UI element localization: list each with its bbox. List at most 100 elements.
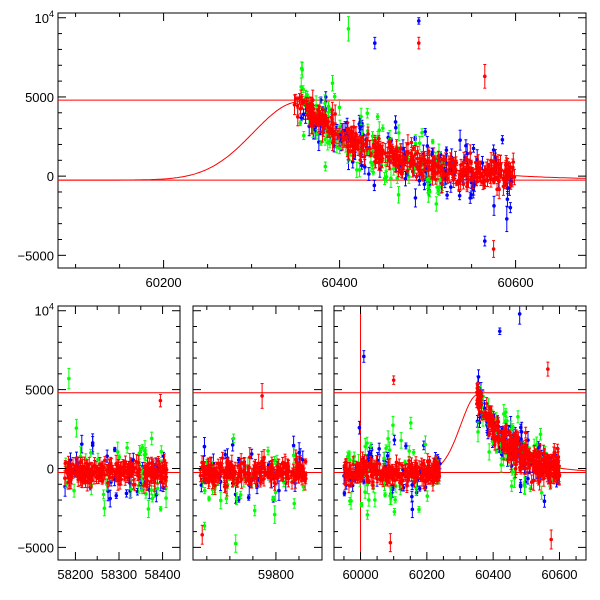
data-point xyxy=(495,187,499,192)
data-point-group xyxy=(404,142,409,162)
data-point xyxy=(362,165,367,169)
data-point xyxy=(118,482,122,486)
data-point xyxy=(149,461,154,466)
data-point xyxy=(465,180,469,185)
data-point xyxy=(130,465,135,470)
data-point xyxy=(387,151,391,155)
data-point-group xyxy=(417,175,422,186)
data-point xyxy=(391,150,395,155)
data-point xyxy=(415,156,420,161)
data-point-group xyxy=(398,149,402,164)
data-point xyxy=(315,132,319,137)
data-point xyxy=(298,121,303,126)
data-point-group xyxy=(326,125,330,138)
data-point xyxy=(293,97,298,101)
data-point-group xyxy=(492,159,497,168)
data-point xyxy=(312,113,316,117)
data-point-group xyxy=(359,135,364,141)
data-point-group xyxy=(497,159,501,178)
data-point-group xyxy=(468,192,473,204)
data-point-group xyxy=(92,457,97,477)
outlier-point xyxy=(505,205,509,233)
data-point-group xyxy=(381,141,385,160)
data-point-group xyxy=(300,62,305,78)
data-point-group xyxy=(333,104,337,124)
data-point-group xyxy=(474,168,479,187)
outlier-point xyxy=(346,16,351,42)
data-point xyxy=(162,458,167,463)
data-point-group xyxy=(323,132,327,146)
data-point-group xyxy=(149,431,154,446)
data-point xyxy=(421,157,426,162)
data-point xyxy=(436,157,441,162)
data-point-group xyxy=(340,130,345,151)
data-point-group xyxy=(311,117,315,127)
data-point xyxy=(105,468,110,473)
data-point xyxy=(483,74,487,79)
data-point-group xyxy=(130,464,135,472)
data-point-group xyxy=(356,135,361,148)
data-point xyxy=(314,120,319,125)
data-point xyxy=(482,183,487,188)
data-point-group xyxy=(293,93,298,105)
data-point xyxy=(314,103,318,108)
data-point xyxy=(330,81,335,85)
data-point-group xyxy=(295,96,300,116)
data-point xyxy=(508,184,513,188)
data-point xyxy=(381,126,385,130)
data-point-group xyxy=(305,109,310,121)
data-point xyxy=(358,158,363,162)
data-point-group xyxy=(482,182,487,190)
data-point xyxy=(393,163,398,167)
data-point xyxy=(471,176,475,181)
data-point-group xyxy=(444,146,449,154)
x-tick-label: 60200 xyxy=(146,275,182,290)
data-point xyxy=(480,161,485,165)
data-point-group xyxy=(315,129,319,140)
data-point-group xyxy=(63,470,67,487)
data-point-group xyxy=(335,130,340,140)
data-point-group xyxy=(442,156,446,163)
data-point xyxy=(465,165,470,169)
data-point xyxy=(409,157,414,161)
data-point-group xyxy=(453,150,458,172)
data-point xyxy=(408,164,413,169)
data-point-group xyxy=(480,169,485,182)
data-point-group xyxy=(413,188,418,208)
data-point xyxy=(436,188,441,193)
data-point-group xyxy=(106,478,110,488)
data-point-group xyxy=(149,485,154,495)
data-point xyxy=(504,162,508,167)
data-point xyxy=(373,41,377,45)
data-point-group xyxy=(121,459,125,477)
data-point xyxy=(505,217,509,221)
data-point-group xyxy=(477,174,482,181)
data-point-group xyxy=(90,433,95,453)
data-point xyxy=(402,161,407,165)
data-point xyxy=(127,468,132,472)
data-point xyxy=(458,138,462,142)
data-point-group xyxy=(487,169,492,181)
data-point-group xyxy=(371,169,375,176)
data-point xyxy=(417,169,422,174)
data-point xyxy=(505,197,510,202)
data-point-group xyxy=(427,186,432,198)
data-point-group xyxy=(423,128,428,136)
data-point xyxy=(497,166,501,170)
data-point-group xyxy=(389,168,393,188)
data-point-group xyxy=(146,500,151,519)
data-point xyxy=(405,160,410,165)
data-point-group xyxy=(458,171,463,191)
data-point-group xyxy=(495,183,499,196)
data-point xyxy=(150,496,155,501)
data-point-group xyxy=(364,138,369,146)
data-point xyxy=(508,165,513,169)
data-point-group xyxy=(116,476,121,485)
data-point-group xyxy=(105,465,110,476)
data-point xyxy=(338,124,342,129)
data-point-group xyxy=(471,168,475,190)
data-point xyxy=(393,120,398,124)
data-point xyxy=(427,189,432,194)
